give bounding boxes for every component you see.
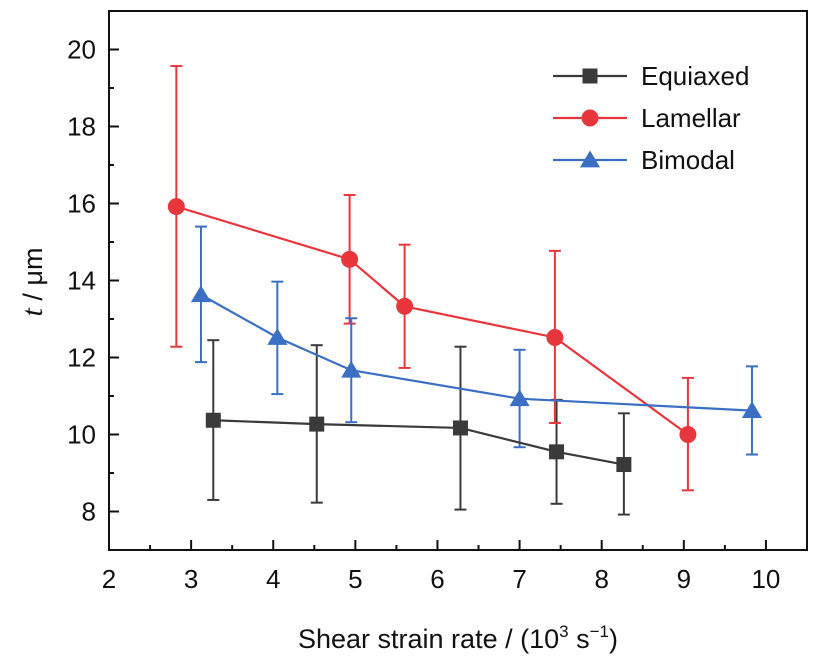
x-tick-label: 6 [430,564,444,594]
data-point-equiaxed [549,444,565,460]
markers-layer [167,198,763,473]
data-point-lamellar [546,328,564,346]
x-tick-label: 2 [102,564,116,594]
y-tick-label: 16 [67,189,96,219]
legend-label-bimodal: Bimodal [641,145,735,175]
x-axis-title: Shear strain rate / (103 s−1) [298,622,618,654]
data-point-bimodal [741,401,763,419]
series-line-lamellar [176,205,689,436]
legend: Equiaxed Lamellar Bimodal [553,61,749,175]
series-line-bimodal [200,293,753,412]
data-point-lamellar [167,198,185,216]
data-point-bimodal [267,327,288,345]
data-point-equiaxed [309,416,325,432]
data-point-equiaxed [205,412,221,428]
data-point-bimodal [190,285,212,303]
data-point-bimodal [341,360,362,378]
error-bars-layer [170,65,758,516]
x-tick-label: 8 [594,564,608,594]
x-axis: 2 3 4 5 6 7 8 9 10 [102,540,780,594]
x-tick-label: 7 [512,564,526,594]
x-tick-label: 9 [677,564,691,594]
y-tick-label: 12 [67,343,96,373]
legend-marker-lamellar [581,109,599,127]
data-point-lamellar [341,250,359,268]
x-axis-title-unit-exponent: −1 [590,622,609,641]
y-tick-label: 14 [67,266,96,296]
x-tick-label: 5 [348,564,362,594]
y-tick-label: 20 [67,35,96,65]
x-tick-label: 10 [751,564,780,594]
x-tick-label: 3 [184,564,198,594]
y-tick-label: 18 [67,112,96,142]
legend-label-lamellar: Lamellar [641,103,741,133]
legend-marker-equiaxed [582,68,598,84]
data-point-lamellar [679,426,697,443]
y-axis-title-symbol: t [16,307,49,316]
data-point-equiaxed [452,420,468,436]
data-point-equiaxed [616,457,632,473]
y-axis-title: t / μm [16,248,49,317]
y-axis: 8 10 12 14 16 18 20 [67,10,119,551]
legend-marker-bimodal [579,150,601,168]
x-axis-title-exponent: 3 [559,622,568,641]
data-point-bimodal [509,389,530,407]
y-tick-label: 10 [67,420,96,450]
x-tick-label: 4 [266,564,280,594]
data-point-lamellar [396,297,414,315]
y-tick-label: 8 [82,497,96,527]
legend-label-equiaxed: Equiaxed [641,61,749,91]
